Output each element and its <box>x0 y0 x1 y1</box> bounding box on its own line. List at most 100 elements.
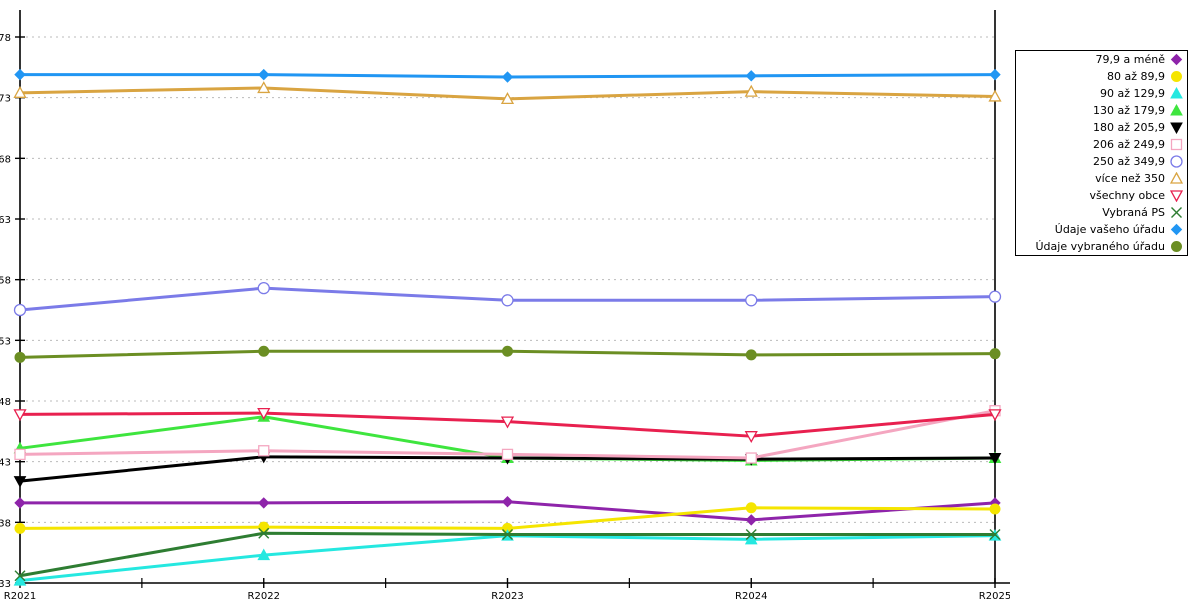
data-point-marker <box>1170 190 1183 202</box>
data-point-marker <box>1170 104 1183 116</box>
x-tick-label: R2021 <box>4 591 36 600</box>
data-point-marker <box>258 497 270 509</box>
data-point-marker <box>989 528 1001 540</box>
x-tick-label: R2023 <box>491 591 523 600</box>
data-point-marker <box>745 514 757 526</box>
data-point-marker <box>500 92 515 105</box>
legend-marker-icon <box>1170 53 1183 66</box>
legend-item-label: Vybraná PS <box>1102 206 1165 219</box>
legend-marker-icon <box>1170 155 1183 168</box>
legend-item-0[interactable]: 79,9 a méně <box>1016 51 1187 68</box>
data-point-marker <box>14 522 26 534</box>
legend-item-1[interactable]: 80 až 89,9 <box>1016 68 1187 85</box>
y-tick-label: 78 <box>0 33 11 44</box>
series-0 <box>14 495 1001 526</box>
legend-item-label: 80 až 89,9 <box>1107 70 1165 83</box>
series-10 <box>14 68 1001 83</box>
legend-item-9[interactable]: Vybraná PS <box>1016 204 1187 221</box>
data-point-marker <box>258 527 270 539</box>
legend-item-3[interactable]: 130 až 179,9 <box>1016 102 1187 119</box>
y-axis-labels: 33 38 43 48 53 58 63 68 73 78 <box>0 33 11 590</box>
data-point-marker <box>989 503 1001 515</box>
series-9 <box>14 527 1001 582</box>
data-point-marker <box>500 416 515 429</box>
series-6 <box>13 282 1002 317</box>
data-point-marker <box>257 407 271 420</box>
data-point-marker <box>988 89 1002 102</box>
legend-item-6[interactable]: 250 až 349,9 <box>1016 153 1187 170</box>
data-point-marker <box>744 532 758 545</box>
data-point-marker <box>1171 207 1182 218</box>
legend-marker-icon <box>1170 172 1183 185</box>
data-point-marker <box>745 528 757 540</box>
legend-marker-icon <box>1170 104 1183 117</box>
data-point-marker <box>257 81 271 94</box>
legend-item-5[interactable]: 206 až 249,9 <box>1016 136 1187 153</box>
legend-item-label: všechny obce <box>1089 189 1165 202</box>
series-2 <box>13 529 1002 586</box>
legend-item-label: 130 až 179,9 <box>1093 104 1165 117</box>
data-point-marker <box>501 71 514 83</box>
data-point-marker <box>258 68 270 81</box>
data-point-marker <box>1170 172 1183 184</box>
data-point-marker <box>988 453 1002 465</box>
data-point-marker <box>745 349 757 361</box>
data-point-marker <box>988 290 1002 303</box>
x-tick-label: R2024 <box>735 591 767 600</box>
legend-item-8[interactable]: všechny obce <box>1016 187 1187 204</box>
chart-legend: 79,9 a méně 80 až 89,9 90 až 129,9 130 až 1… <box>1015 50 1188 256</box>
y-tick-label: 53 <box>0 336 11 347</box>
legend-marker-icon <box>1170 87 1183 100</box>
data-point-marker <box>988 409 1002 422</box>
y-tick-label: 73 <box>0 94 11 105</box>
data-point-marker <box>258 445 270 457</box>
data-point-marker <box>14 497 26 509</box>
data-point-marker <box>13 574 27 586</box>
legend-item-2[interactable]: 90 až 129,9 <box>1016 85 1187 102</box>
legend-item-11[interactable]: Údaje vybraného úřadu <box>1016 238 1187 255</box>
y-tick-label: 38 <box>0 518 11 529</box>
y-tick-label: 58 <box>0 276 11 287</box>
legend-marker-icon <box>1170 189 1183 202</box>
data-point-marker <box>501 448 514 461</box>
data-point-marker <box>14 448 26 461</box>
data-point-marker <box>1170 53 1183 66</box>
y-tick-label: 48 <box>0 397 11 408</box>
legend-marker-icon <box>1170 223 1183 236</box>
legend-marker-icon <box>1170 70 1183 83</box>
data-point-marker <box>14 570 26 582</box>
data-point-marker <box>745 452 757 464</box>
data-point-marker <box>1171 241 1182 252</box>
data-point-marker <box>1170 223 1183 236</box>
legend-item-label: 180 až 205,9 <box>1093 121 1165 134</box>
legend-item-label: Údaje vašeho úřadu <box>1054 223 1165 236</box>
data-point-marker <box>1171 71 1182 82</box>
data-point-marker <box>1170 155 1183 168</box>
legend-item-7[interactable]: více než 350 <box>1016 170 1187 187</box>
legend-item-label: 90 až 129,9 <box>1100 87 1165 100</box>
legend-marker-icon <box>1170 138 1183 151</box>
data-point-marker <box>1170 138 1183 151</box>
series-layer <box>13 68 1002 586</box>
data-point-marker <box>989 68 1001 81</box>
series-11 <box>14 345 1001 363</box>
legend-item-4[interactable]: 180 až 205,9 <box>1016 119 1187 136</box>
series-line <box>18 534 997 583</box>
data-point-marker <box>502 345 513 357</box>
x-tick-label: R2025 <box>979 591 1010 600</box>
legend-item-10[interactable]: Údaje vašeho úřadu <box>1016 221 1187 238</box>
legend-item-label: více než 350 <box>1095 172 1165 185</box>
data-point-marker <box>744 431 758 444</box>
legend-item-label: 206 až 249,9 <box>1093 138 1165 151</box>
legend-marker-icon <box>1170 121 1183 134</box>
data-point-marker <box>13 85 27 98</box>
data-point-marker <box>501 495 514 508</box>
data-point-marker <box>257 282 270 295</box>
x-axis-labels: R2021 R2022 R2023 R2024 R2025 <box>4 591 1010 600</box>
data-point-marker <box>745 70 757 82</box>
data-point-marker <box>989 348 1001 360</box>
data-point-marker <box>744 84 758 97</box>
series-1 <box>14 502 1001 534</box>
